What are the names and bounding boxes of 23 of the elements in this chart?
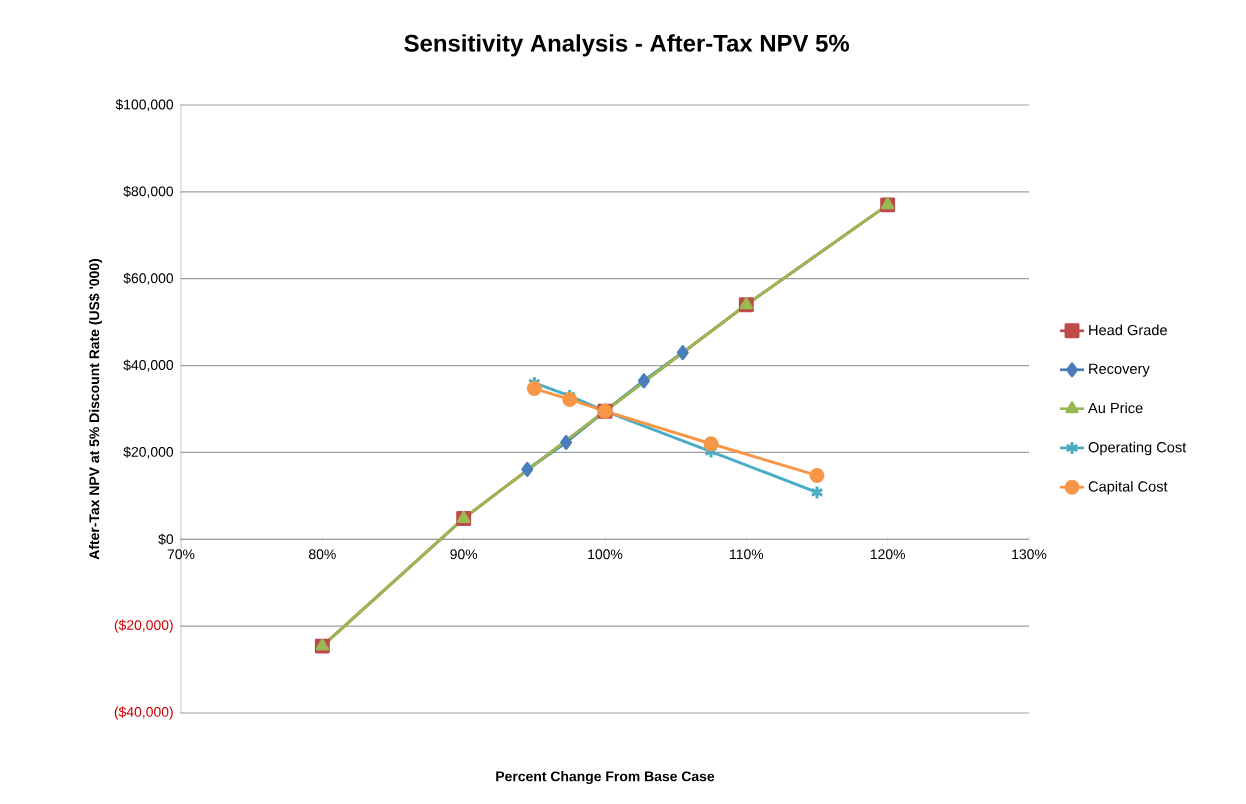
legend-label: Recovery xyxy=(1089,363,1150,377)
x-tick-label: 70% xyxy=(167,549,195,560)
legend-label: Capital Cost xyxy=(1088,480,1168,495)
x-tick-label: 100% xyxy=(588,549,623,560)
x-tick-label: 130% xyxy=(1012,549,1047,560)
y-axis-title: After-Tax NPV at 5% Discount Rate (US$ '000) xyxy=(88,259,102,560)
chart-title: Sensitivity Analysis - After-Tax NPV 5% xyxy=(404,34,849,57)
y-tick-label: $80,000 xyxy=(123,185,174,198)
y-tick-label: $100,000 xyxy=(115,98,174,112)
x-tick-label: 90% xyxy=(450,549,478,560)
x-tick-label: 110% xyxy=(730,549,764,560)
y-tick-label: $40,000 xyxy=(123,359,174,372)
legend-label: Au Price xyxy=(1088,402,1143,414)
legend-label: Head Grade xyxy=(1089,324,1167,336)
y-tick-label: ($40,000) xyxy=(114,706,173,720)
x-tick-label: 80% xyxy=(308,549,336,560)
legend-label: Operating Cost xyxy=(1088,441,1187,456)
x-tick-label: 120% xyxy=(870,549,905,560)
y-tick-label: ($20,000) xyxy=(114,619,173,633)
y-tick-label: $20,000 xyxy=(123,446,174,459)
x-axis-title: Percent Change From Base Case xyxy=(496,771,715,785)
y-tick-label: $60,000 xyxy=(123,272,174,285)
y-tick-label: $0 xyxy=(158,533,174,545)
